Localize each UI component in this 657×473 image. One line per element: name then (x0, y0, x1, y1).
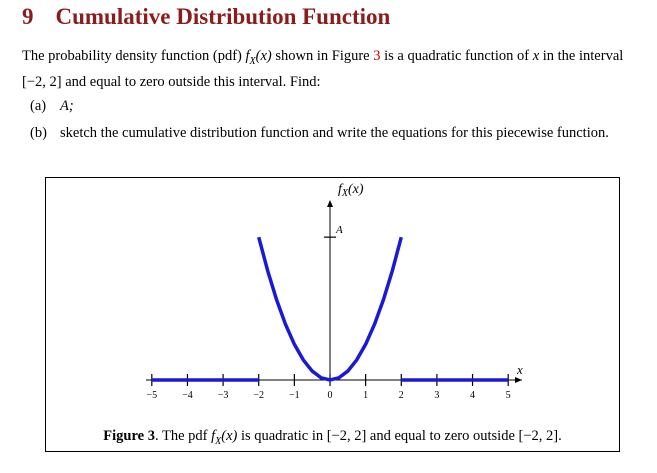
text: is a quadratic function of (380, 48, 533, 64)
item-label: (a) (30, 98, 47, 114)
math: (x) (255, 48, 272, 64)
text: shown in Figure (271, 48, 374, 64)
x-tick-label: 3 (434, 390, 439, 401)
caption: Figure 3. The pdf fX(x) is quadratic in … (45, 428, 620, 447)
x-tick-label: −3 (218, 390, 229, 401)
x-tick-label: −5 (146, 390, 157, 401)
section-title-text: Cumulative Distribution Function (55, 4, 391, 29)
section-number: 9 (22, 4, 34, 29)
text: is quadratic in [−2, 2] and equal to zer… (237, 428, 562, 444)
math: f (245, 48, 250, 64)
x-tick-label: 1 (363, 390, 368, 401)
item-text: sketch the cumulative distribution funct… (60, 125, 609, 141)
x-axis-arrow (515, 377, 522, 383)
text: in the interval [−2, 2] and equal to zer… (22, 48, 624, 90)
math: x (532, 48, 540, 64)
figure-ref[interactable]: 3 (373, 48, 381, 64)
math: f (338, 182, 344, 197)
x-tick-label: 0 (328, 390, 333, 401)
y-axis-label: fX(x) (338, 182, 364, 199)
figure (45, 177, 620, 452)
x-tick-label: 4 (470, 390, 475, 401)
list-item: (b) sketch the cumulative distribution fu… (30, 123, 642, 143)
section-title: 9 Cumulative Distribution Function (22, 4, 390, 30)
x-tick-label: −4 (182, 390, 193, 401)
list-item: (a) A; (30, 96, 642, 116)
text: The probability density function (pdf) (22, 48, 246, 64)
item-text: A; (60, 98, 74, 114)
pdf-curve (257, 236, 403, 382)
math: (x) (348, 182, 364, 197)
math-sub: X (249, 55, 256, 67)
caption-label: Figure 3 (103, 428, 155, 444)
item-label: (b) (30, 125, 47, 141)
math: f (211, 428, 216, 444)
x-tick-label: 2 (399, 390, 404, 401)
x-tick-label: −2 (253, 390, 264, 401)
math-sub: X (341, 188, 349, 199)
intro: The probability density function (pdf) f… (22, 46, 642, 92)
y-axis-arrow (327, 200, 333, 207)
x-axis-label: x (516, 362, 523, 377)
math-sub: X (215, 435, 222, 447)
x-tick-label: 5 (506, 390, 511, 401)
y-tick-label: A (335, 224, 343, 236)
math: (x) (221, 428, 238, 444)
x-tick-label: −1 (289, 390, 300, 401)
text: . The pdf (154, 428, 212, 444)
